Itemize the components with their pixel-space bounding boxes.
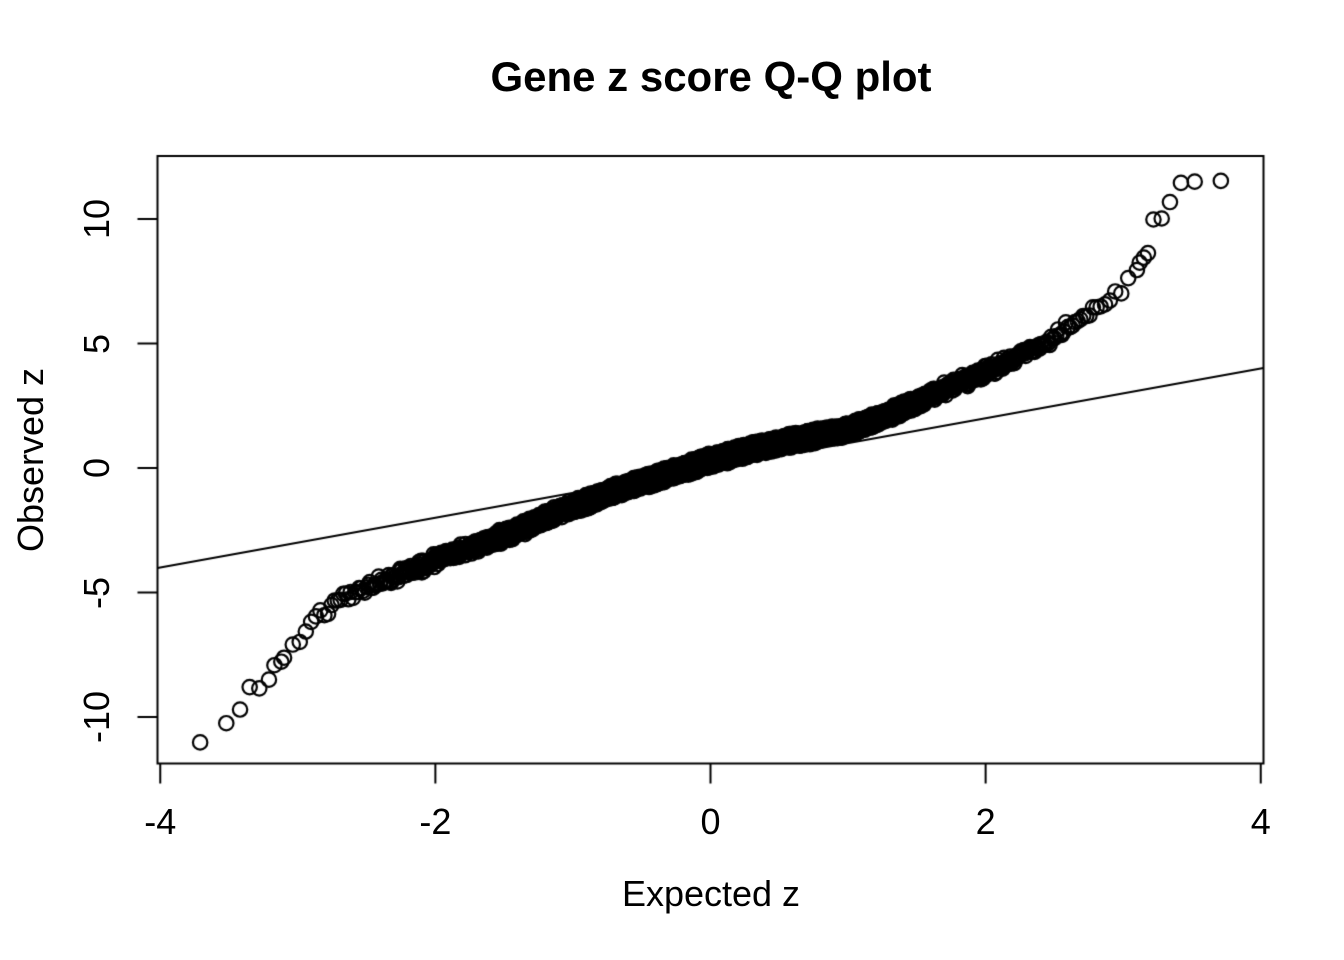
y-axis-title: Observed z [10,367,51,553]
y-tick-label: -10 [76,690,117,744]
y-tick-label: 0 [76,457,117,479]
y-tick-label: 10 [76,198,117,240]
x-tick-label: -4 [144,801,177,842]
x-tick-label: 2 [975,801,996,842]
x-tick-label: 0 [700,801,721,842]
y-tick-label: -5 [76,576,117,609]
x-axis-title: Expected z [621,873,801,914]
x-tick-label: 4 [1250,801,1271,842]
y-tick-label: 5 [76,333,117,354]
x-tick-label: -2 [419,801,452,842]
chart-title: Gene z score Q-Q plot [490,53,932,100]
